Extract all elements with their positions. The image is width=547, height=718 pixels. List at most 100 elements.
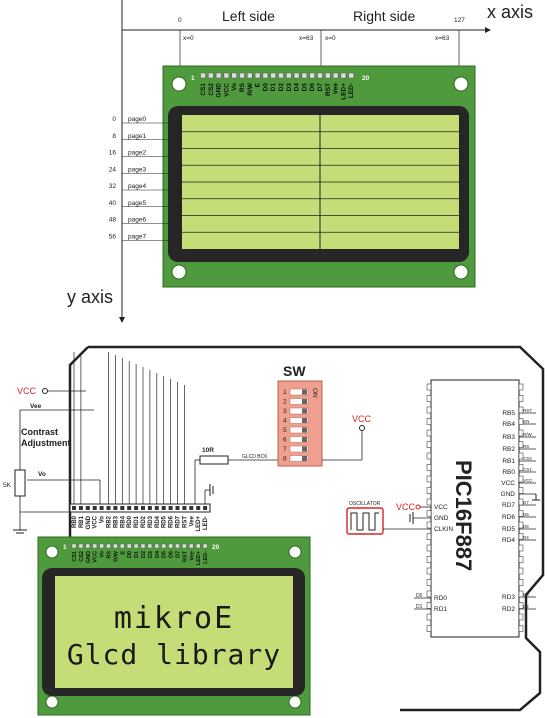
bottom-pin bbox=[154, 543, 160, 549]
col-0-label: 0 bbox=[178, 17, 182, 24]
switch-number: 7 bbox=[283, 446, 287, 453]
top-pin bbox=[340, 72, 347, 79]
header-pin-label: VCC bbox=[93, 515, 99, 528]
mcu-right-pin-label: RB0 bbox=[502, 469, 515, 476]
header-pin-label: Vee bbox=[189, 515, 195, 526]
header-pin-label: RB1 bbox=[79, 515, 85, 528]
mcu-right-pin bbox=[518, 590, 524, 598]
board-outline bbox=[88, 345, 545, 712]
bottom-pin-label: CS2 bbox=[79, 551, 85, 562]
mcu-left-pin bbox=[426, 510, 432, 517]
header-pin-label: RB2 bbox=[107, 515, 113, 528]
switch-slot bbox=[289, 445, 309, 453]
mcu-right-pin bbox=[518, 613, 524, 621]
bottom-mount-hole bbox=[45, 545, 59, 559]
mcu-left-pin bbox=[426, 475, 432, 483]
header-pin bbox=[141, 506, 145, 510]
page-label: page4 bbox=[128, 183, 146, 190]
top-pin-label: E bbox=[255, 82, 262, 87]
schematic-section: VCC Vee Contrast Adjustment 5K Vo RB0 RB1… bbox=[3, 345, 545, 712]
mcu-right-pin bbox=[518, 521, 524, 529]
mcu-left-pin bbox=[426, 464, 432, 471]
bottom-pin-label: Vo bbox=[100, 550, 106, 557]
mcu-right-pin-label: RB4 bbox=[502, 421, 515, 428]
mcu-right-pin-label: RD3 bbox=[502, 594, 515, 601]
switch-lever bbox=[302, 437, 307, 442]
bottom-pin bbox=[113, 543, 118, 549]
top-mount-hole bbox=[453, 264, 469, 280]
vcc-label-1: VCC bbox=[17, 386, 37, 396]
switch-lever bbox=[302, 427, 307, 433]
mcu-right-pin bbox=[518, 406, 524, 414]
mcu-left-pin-label: VCC bbox=[434, 504, 448, 511]
row-offset-label: 16 bbox=[109, 150, 117, 157]
mcu-left-pin bbox=[426, 406, 432, 414]
switch-number: 5 bbox=[283, 427, 287, 434]
top-pin bbox=[223, 72, 230, 79]
bottom-pin-label: Vee bbox=[189, 551, 195, 560]
bottom-pin-label: D7 bbox=[176, 551, 182, 558]
right-net-label: D4 bbox=[523, 535, 529, 540]
mcu-right-pin-label: RB2 bbox=[502, 446, 515, 453]
vo-label: Vo bbox=[38, 471, 46, 478]
header-pins bbox=[72, 506, 208, 510]
mcu-left-pin bbox=[426, 544, 432, 552]
switch-slot bbox=[289, 407, 309, 415]
header-pin bbox=[182, 506, 187, 510]
top-pin-label: D4 bbox=[294, 83, 301, 92]
row-offset-label: 40 bbox=[109, 200, 117, 207]
top-pin bbox=[270, 72, 276, 79]
mcu-left-pin bbox=[426, 429, 432, 437]
mcu-right-pins: RB5 RST RB4 EN RB3 R/W RB2 RS RB1 CS2 RB0 CS1 VCC VCC… bbox=[501, 383, 540, 632]
top-pin-label: D3 bbox=[286, 83, 293, 92]
mcu-right-pin-label: GND bbox=[501, 491, 516, 498]
switch-number: 6 bbox=[283, 437, 287, 444]
mcu-left-pin bbox=[426, 533, 432, 540]
mcu-chip bbox=[430, 379, 520, 638]
bottom-pin bbox=[106, 543, 111, 549]
top-pin-label: R/W bbox=[247, 82, 254, 96]
mcu-right-pin bbox=[518, 510, 524, 517]
top-pin-label: Vo bbox=[231, 83, 238, 91]
mcu-left-pin bbox=[426, 602, 432, 609]
top-pin bbox=[231, 72, 237, 79]
header-pin-label: GND bbox=[86, 515, 92, 529]
top-pin bbox=[254, 72, 261, 79]
switch-lever bbox=[302, 446, 307, 452]
mcu-right-pin bbox=[518, 567, 524, 575]
top-mount-hole bbox=[453, 76, 469, 92]
top-pin-label: LED+ bbox=[340, 83, 347, 100]
header-wires bbox=[73, 352, 185, 504]
right-net-label: CS1 bbox=[523, 467, 532, 472]
pot-resistor bbox=[14, 469, 26, 497]
bottom-pin-label: D4 bbox=[155, 550, 161, 558]
row-offset-label: 48 bbox=[109, 217, 117, 224]
mcu-right-pin-label: RB1 bbox=[502, 458, 515, 465]
header-pin-label: RD2 bbox=[141, 515, 147, 528]
top-pin1-label: 1 bbox=[191, 75, 195, 82]
switch-slot bbox=[289, 388, 309, 396]
mcu-right-pin bbox=[518, 429, 524, 437]
bottom-pin1-label: 1 bbox=[63, 544, 67, 551]
header-pin bbox=[196, 506, 201, 510]
glcd-bck-label: GLCD BCK bbox=[242, 454, 268, 460]
mcu-right-pin-label: VCC bbox=[501, 480, 515, 487]
mcu-left-pin bbox=[426, 452, 432, 460]
header-pin-label: RD5 bbox=[162, 515, 168, 528]
top-pin-label: LED- bbox=[348, 83, 355, 98]
bottom-pin-label: D3 bbox=[148, 551, 154, 558]
right-side-label: Right side bbox=[353, 8, 415, 24]
mcu-right-pin bbox=[518, 464, 524, 471]
header-pin-label: RD0 bbox=[127, 515, 133, 528]
header-labels: RB0 RB1 GND VCC Vo RB2 RB3 RB4 RD0 RD1 RD2 RD3 RD4 RD… bbox=[72, 515, 209, 531]
pot-label: 5K bbox=[3, 482, 12, 489]
mcu-right-pin bbox=[518, 383, 524, 391]
x0-left-label: x=0 bbox=[183, 35, 194, 42]
mcu-left-pin-label: CLKIN bbox=[434, 526, 453, 533]
mcu-left-pin bbox=[426, 556, 432, 563]
vcc-label-2: VCC bbox=[352, 414, 372, 424]
top-pin-label: D2 bbox=[278, 83, 285, 92]
bottom-pin bbox=[189, 543, 194, 549]
bottom-pin bbox=[140, 543, 146, 549]
